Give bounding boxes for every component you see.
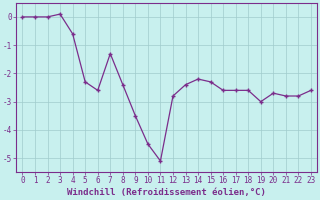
- X-axis label: Windchill (Refroidissement éolien,°C): Windchill (Refroidissement éolien,°C): [67, 188, 266, 197]
